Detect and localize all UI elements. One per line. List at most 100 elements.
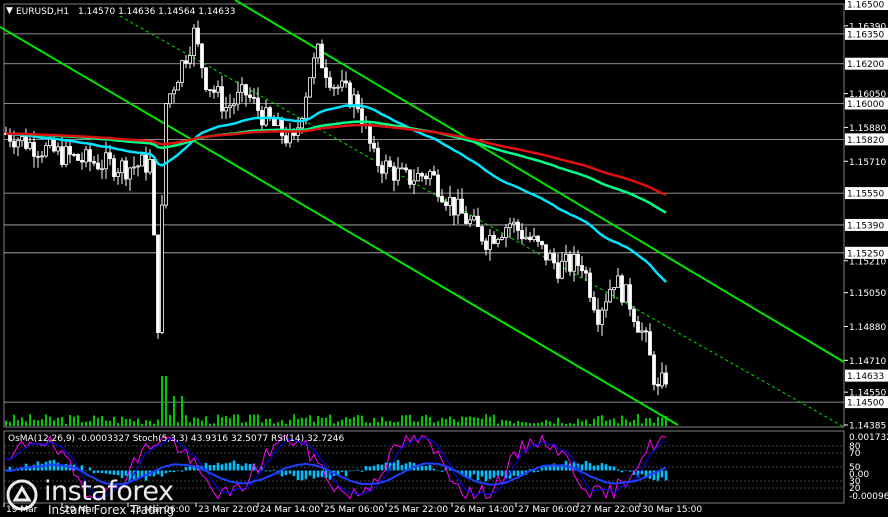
- volume-bar: [21, 417, 23, 426]
- volume-bar: [93, 415, 95, 426]
- volume-bar: [289, 419, 291, 426]
- osma-bar: [4, 469, 8, 471]
- osma-bar: [180, 470, 184, 472]
- osma-bar: [612, 466, 616, 471]
- volume-bar: [13, 414, 15, 426]
- candle-body: [316, 43, 320, 59]
- price-label-box: [845, 246, 888, 259]
- stoch-main-line: [5, 437, 667, 499]
- time-axis[interactable]: 19 Mar 20 Mar 23 Mar 06:00 23 Mar 22:00 24 M…: [3, 503, 702, 515]
- candle-body: [540, 240, 544, 246]
- candle-body: [212, 89, 216, 93]
- volume-bar: [461, 416, 463, 426]
- level-price-label: 1.15820: [847, 136, 884, 146]
- candle-body: [28, 141, 32, 149]
- volume-bar: [25, 421, 27, 426]
- volume-bar: [549, 421, 551, 426]
- osma-bar: [308, 470, 312, 476]
- volume-bar: [309, 415, 311, 426]
- chart-symbol-menu-icon[interactable]: ▼: [6, 6, 13, 16]
- candle-body: [84, 149, 88, 163]
- osc-level-label: 30: [849, 477, 861, 487]
- candle-body: [492, 235, 496, 244]
- price-tick-label: 1.14880: [849, 323, 886, 333]
- candle-body: [428, 171, 432, 180]
- volume-bar: [269, 418, 271, 426]
- candle-body: [108, 152, 112, 160]
- current-price-label: 1.14633: [847, 372, 884, 382]
- candle-body: [632, 308, 636, 323]
- candle-body: [112, 158, 116, 178]
- osma-bar: [376, 464, 380, 471]
- volume-bar: [161, 376, 163, 426]
- candle-body: [256, 97, 260, 111]
- candle-body: [468, 219, 472, 224]
- volume-bar: [541, 421, 543, 426]
- candle-body: [96, 162, 100, 170]
- osma-bar: [200, 465, 204, 471]
- volume-bars: [5, 376, 667, 426]
- volume-bar: [61, 417, 63, 426]
- osma-bar: [64, 464, 68, 471]
- osma-bar: [604, 464, 608, 471]
- osma-bar: [192, 465, 196, 471]
- volume-bar: [57, 417, 59, 426]
- osma-bar: [128, 470, 132, 481]
- volume-bar: [573, 423, 575, 426]
- candle-body: [440, 196, 444, 203]
- volume-bar: [661, 417, 663, 426]
- volume-bar: [625, 419, 627, 426]
- osma-bar: [448, 469, 452, 471]
- volume-bar: [5, 420, 7, 426]
- candle-body: [76, 154, 80, 161]
- osma-bar: [464, 470, 468, 477]
- volume-bar: [589, 423, 591, 426]
- volume-bar: [385, 421, 387, 426]
- level-price-label: 1.14500: [847, 399, 884, 409]
- osma-bar: [484, 470, 488, 482]
- candle-body: [92, 160, 96, 164]
- volume-bar: [641, 423, 643, 426]
- ohlc-readout: 1.14570 1.14636 1.14564 1.14633: [78, 7, 235, 17]
- volume-bar: [501, 419, 503, 426]
- osma-bar: [252, 463, 256, 471]
- osma-bar: [644, 470, 648, 477]
- candle-body: [524, 236, 528, 240]
- volume-bar: [405, 415, 407, 426]
- osma-bar: [16, 469, 20, 471]
- osma-bar: [436, 470, 440, 472]
- volume-bar: [189, 422, 191, 426]
- candle-body: [36, 155, 40, 158]
- price-label-box: [845, 133, 888, 146]
- volume-bar: [437, 421, 439, 426]
- osma-bar: [356, 469, 360, 471]
- osma-bar: [216, 462, 220, 471]
- volume-bar: [489, 416, 491, 426]
- volume-bar: [253, 414, 255, 426]
- candle-body: [16, 140, 20, 148]
- candle-body: [472, 215, 476, 221]
- volume-bar: [393, 422, 395, 426]
- candle-body: [488, 235, 492, 250]
- volume-bar: [229, 418, 231, 426]
- osma-bar: [20, 467, 24, 471]
- candle-body: [196, 27, 200, 45]
- volume-bar: [497, 423, 499, 426]
- volume-bar: [249, 414, 251, 426]
- osma-bar: [288, 470, 292, 474]
- volume-bar: [301, 417, 303, 426]
- candle-body: [408, 169, 412, 185]
- volume-bar: [325, 417, 327, 426]
- candle-body: [216, 86, 220, 93]
- osma-bar: [284, 470, 288, 476]
- osma-bar: [488, 470, 492, 480]
- osc-level-label: 0.00: [849, 470, 869, 480]
- osma-bar: [324, 470, 328, 478]
- osma-bar: [268, 470, 272, 472]
- volume-bar: [433, 422, 435, 426]
- osc-level-label: 20: [849, 484, 861, 494]
- osma-bar: [372, 465, 376, 471]
- price-label-box: [845, 218, 888, 231]
